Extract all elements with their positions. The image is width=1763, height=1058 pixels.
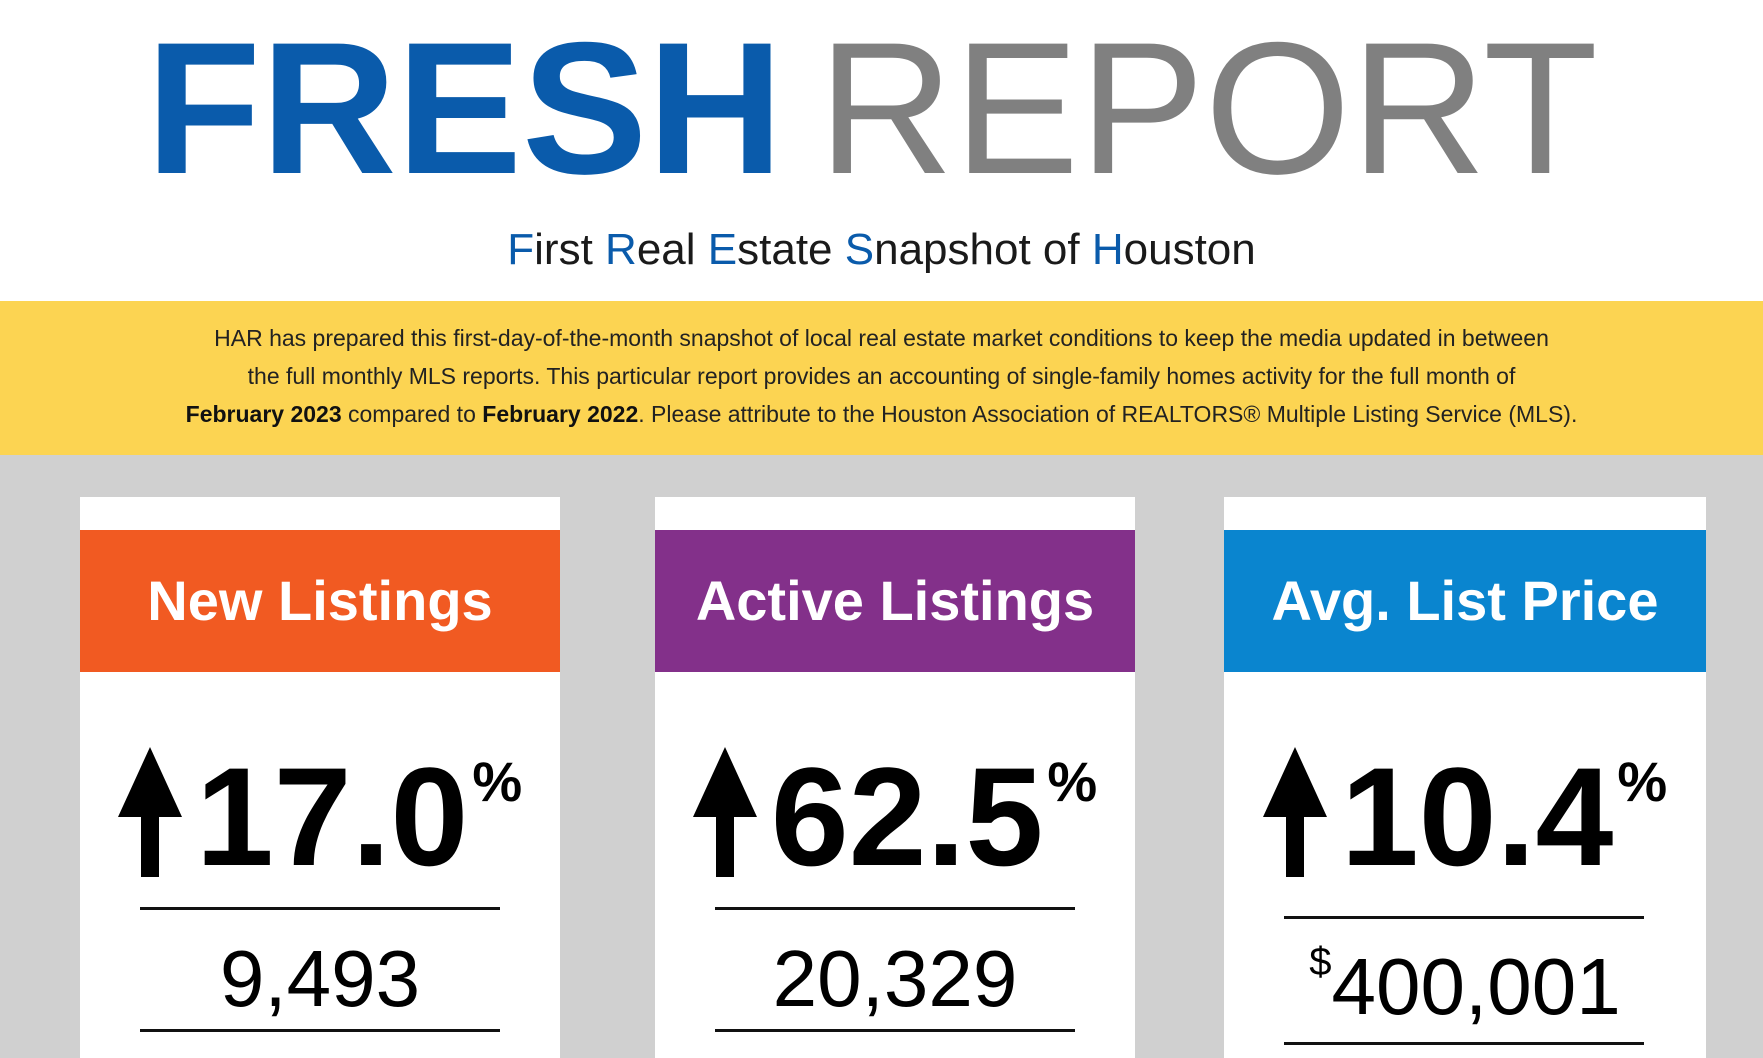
card-header: Avg. List Price — [1224, 530, 1706, 672]
subtitle-text: state — [737, 225, 845, 274]
up-arrow-icon — [1262, 747, 1327, 877]
up-arrow-icon — [692, 747, 757, 877]
logo-report: REPORT — [818, 3, 1598, 213]
subtitle: First Real Estate Snapshot of Houston — [0, 222, 1763, 278]
percent-sign: % — [472, 750, 523, 813]
subtitle-cap: R — [605, 225, 637, 274]
intro-line: HAR has prepared this first-day-of-the-m… — [214, 325, 1549, 351]
card-value: 9,493 — [219, 934, 421, 1023]
subtitle-text: eal — [636, 225, 708, 274]
subtitle-cap: H — [1091, 225, 1124, 274]
divider — [140, 907, 500, 910]
percent-sign: % — [1617, 750, 1668, 813]
card-active-listings: Active Listings 62.5% 20,329 — [655, 497, 1135, 1058]
card-title: Avg. List Price — [1271, 569, 1659, 632]
divider — [1284, 1042, 1644, 1045]
intro-band: HAR has prepared this first-day-of-the-m… — [0, 301, 1763, 455]
card-title: Active Listings — [695, 569, 1095, 632]
card-new-listings: New Listings 17.0% 9,493 — [80, 497, 560, 1058]
logo-fresh: FRESH — [146, 3, 784, 213]
intro-line: compared to — [341, 401, 483, 427]
card-title: New Listings — [147, 569, 493, 632]
card-avg-list-price: Avg. List Price 10.4% $400,001 — [1224, 497, 1706, 1058]
change-percent: 17.0 — [195, 738, 469, 895]
divider — [715, 1029, 1075, 1032]
up-arrow-icon — [117, 747, 182, 877]
change-percent: 62.5 — [770, 738, 1044, 895]
fresh-report-logo: FRESH REPORT — [0, 8, 1763, 208]
intro-period-current: February 2023 — [185, 401, 342, 427]
change-percent: 10.4 — [1340, 738, 1614, 895]
percent-sign: % — [1047, 750, 1098, 813]
intro-line: . Please attribute to the Houston Associ… — [638, 401, 1578, 427]
subtitle-text: napshot of — [874, 225, 1092, 274]
subtitle-text: irst — [534, 225, 606, 274]
divider — [140, 1029, 500, 1032]
subtitle-cap: F — [507, 225, 535, 274]
subtitle-text: ouston — [1123, 225, 1256, 274]
card-value: 20,329 — [772, 934, 1018, 1023]
intro-period-previous: February 2022 — [482, 401, 639, 427]
card-header: New Listings — [80, 530, 560, 672]
card-value: 400,001 — [1331, 942, 1621, 1031]
card-header: Active Listings — [655, 530, 1135, 672]
subtitle-cap: E — [707, 225, 738, 274]
subtitle-cap: S — [844, 225, 875, 274]
intro-line: the full monthly MLS reports. This parti… — [247, 363, 1516, 389]
currency-sign: $ — [1309, 940, 1332, 984]
divider — [1284, 916, 1644, 919]
intro-text: HAR has prepared this first-day-of-the-m… — [0, 301, 1763, 443]
divider — [715, 907, 1075, 910]
